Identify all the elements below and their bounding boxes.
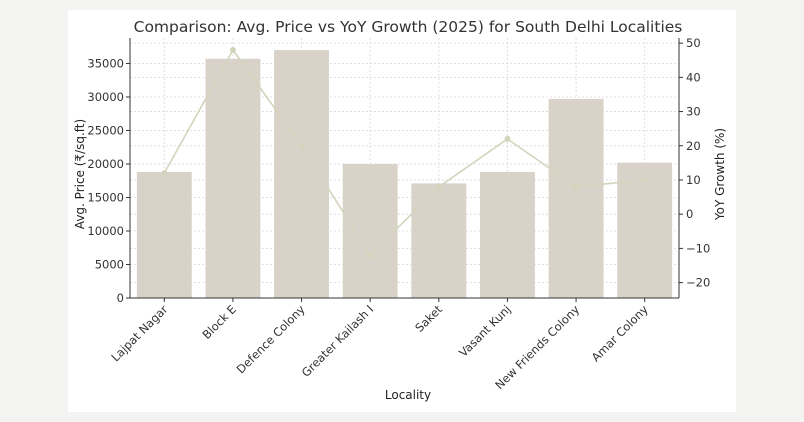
y2-tick-label: 50 [686,36,701,50]
line-layer [161,46,648,259]
y2-tick-label: 20 [686,139,701,153]
price-bar [479,172,535,298]
growth-point [229,46,236,53]
y-tick-label: 35000 [87,56,124,70]
price-bar [205,58,261,299]
y2-tick-label: −20 [686,276,710,290]
bar-layer [136,50,673,299]
y-tick-label: 10000 [87,224,124,238]
price-bar [342,163,398,298]
y2-tick-label: 30 [686,105,701,119]
y-tick-label: 0 [117,291,124,305]
price-bar [617,162,673,298]
price-bar [136,172,192,298]
growth-point [435,183,442,190]
y-axis-label: Avg. Price (₹/sq.ft) [73,119,87,229]
x-tick-label: Vasant Kunj [456,302,513,359]
chart-card: 0 5000 10000 15000 20000 25000 30000 35000 −20 −1… [68,10,736,412]
y2-tick-label: 10 [686,173,701,187]
chart-title: Comparison: Avg. Price vs YoY Growth (20… [134,18,683,36]
growth-point [641,176,648,183]
growth-point [161,170,168,177]
y2-tick-label: 0 [686,207,693,221]
y-tick-label: 20000 [87,157,124,171]
price-bar [411,183,467,298]
x-tick-label: Defence Colony [234,302,308,376]
y2-axis-label: YoY Growth (%) [713,128,727,221]
growth-point [367,252,374,259]
x-axis-label: Locality [385,388,431,402]
y-tick-label: 5000 [95,257,124,271]
y2-tick-label: −10 [686,241,710,255]
growth-point [504,135,511,142]
x-tick-label: Block E [199,302,239,342]
price-bar [548,98,604,299]
chart-svg: 0 5000 10000 15000 20000 25000 30000 35000 −20 −1… [73,18,727,402]
x-tick-label: Saket [412,302,445,335]
y-tick-label: 15000 [87,190,124,204]
x-tick-label: Amar Colony [589,302,651,364]
growth-line [163,48,645,257]
x-tick-label: Greater Kailash I [299,302,377,380]
x-tick-label: Lajpat Nagar [108,302,170,364]
y-tick-label: 30000 [87,90,124,104]
growth-point [573,183,580,190]
y-tick-label: 25000 [87,123,124,137]
y2-tick-label: 40 [686,70,701,84]
price-bar [274,50,330,298]
growth-point [298,142,305,149]
